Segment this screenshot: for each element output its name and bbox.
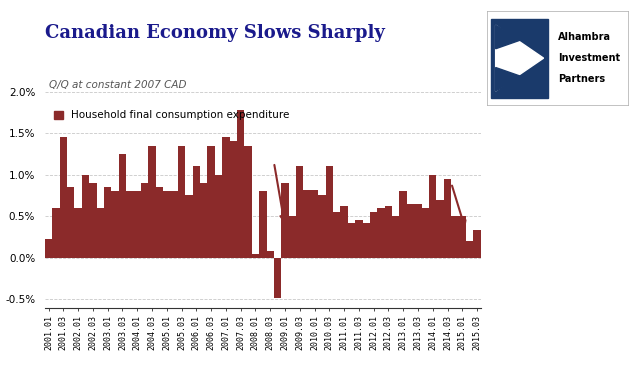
Bar (200, 183, 208, 258)
Bar (74, 208, 82, 258)
Bar (444, 179, 451, 258)
Bar (492, 19, 548, 98)
Bar (407, 204, 414, 258)
Bar (244, 146, 252, 258)
Text: Alhambra: Alhambra (558, 33, 611, 42)
Bar (208, 146, 215, 258)
Bar (215, 175, 222, 258)
Bar (422, 208, 429, 258)
Bar (156, 187, 163, 258)
Bar (340, 206, 348, 258)
Bar (296, 166, 303, 258)
Bar (458, 216, 466, 258)
Text: Canadian Economy Slows Sharply: Canadian Economy Slows Sharply (45, 24, 385, 42)
Bar (437, 200, 444, 258)
Bar (171, 191, 178, 258)
Bar (82, 175, 89, 258)
Bar (60, 137, 67, 258)
Bar (451, 216, 458, 258)
Bar (67, 187, 74, 258)
Bar (178, 146, 185, 258)
Bar (288, 216, 296, 258)
Bar (222, 137, 229, 258)
Bar (326, 166, 333, 258)
Bar (237, 110, 244, 258)
Bar (274, 258, 281, 297)
Bar (303, 190, 311, 258)
Bar (414, 204, 422, 258)
Polygon shape (495, 26, 522, 49)
Bar (267, 251, 274, 258)
Bar (104, 187, 112, 258)
Bar (311, 190, 318, 258)
Bar (318, 195, 326, 258)
Text: Q/Q at constant 2007 CAD: Q/Q at constant 2007 CAD (49, 80, 187, 90)
Bar (473, 230, 481, 258)
Bar (229, 141, 237, 258)
Bar (97, 208, 104, 258)
Bar (185, 195, 193, 258)
Polygon shape (495, 68, 522, 91)
Bar (259, 191, 267, 258)
Bar (363, 223, 370, 258)
Bar (89, 183, 97, 258)
Bar (392, 216, 399, 258)
Text: Investment: Investment (558, 53, 620, 63)
Bar (141, 183, 148, 258)
Bar (119, 154, 126, 258)
Bar (148, 146, 156, 258)
Bar (53, 208, 60, 258)
Bar (163, 191, 171, 258)
Text: Partners: Partners (558, 74, 605, 84)
Bar (385, 206, 392, 258)
Bar (252, 254, 259, 258)
Bar (126, 191, 133, 258)
Bar (133, 191, 141, 258)
Bar (429, 175, 437, 258)
Bar (281, 183, 288, 258)
Bar (45, 239, 53, 258)
Bar (348, 223, 355, 258)
Bar (193, 166, 200, 258)
Legend: Household final consumption expenditure: Household final consumption expenditure (54, 110, 290, 120)
Polygon shape (495, 26, 544, 91)
Bar (399, 191, 407, 258)
Bar (466, 241, 473, 258)
Bar (355, 220, 363, 258)
Bar (370, 212, 378, 258)
Bar (378, 208, 385, 258)
Bar (112, 191, 119, 258)
Bar (333, 212, 340, 258)
